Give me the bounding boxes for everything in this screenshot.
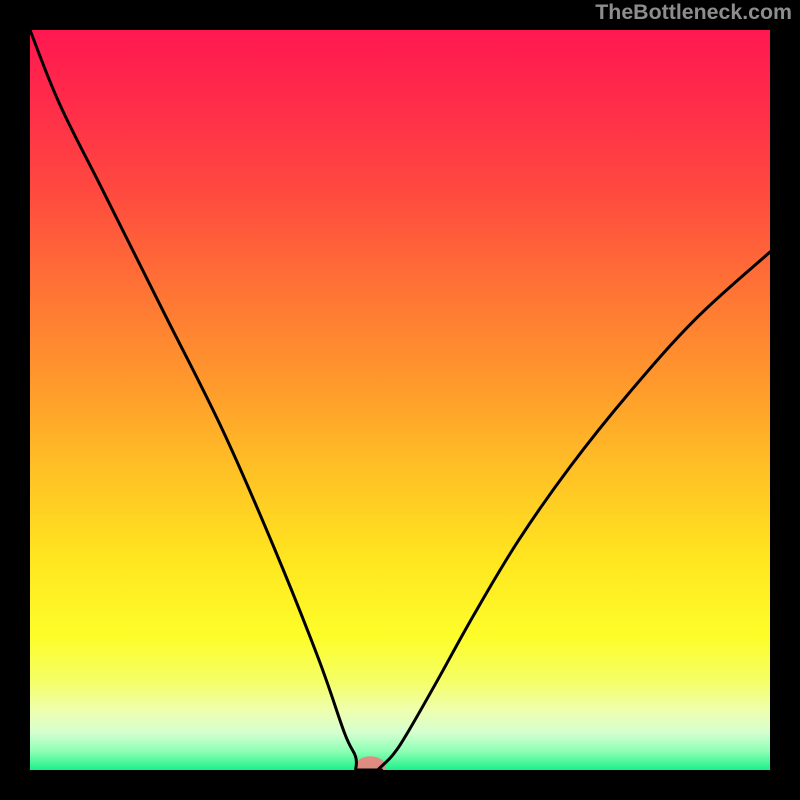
gradient-background [30, 30, 770, 770]
bottleneck-curve-plot [30, 30, 770, 770]
chart-container: TheBottleneck.com [0, 0, 800, 800]
watermark-text: TheBottleneck.com [595, 0, 792, 25]
